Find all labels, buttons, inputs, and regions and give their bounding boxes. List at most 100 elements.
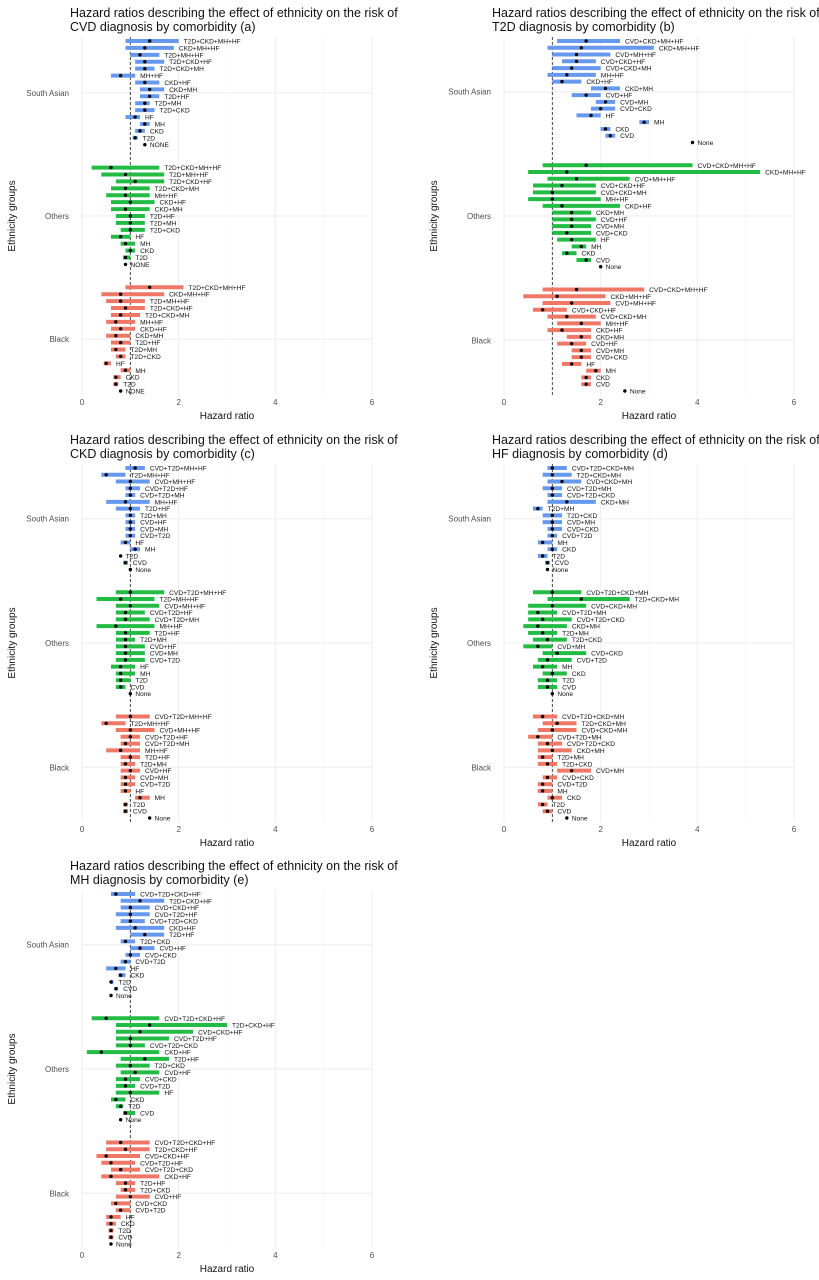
hr-point <box>118 973 123 977</box>
hr-point <box>123 1077 128 1081</box>
hr-point <box>123 631 128 635</box>
row-label: None <box>155 816 171 823</box>
y-tick-label: Others <box>45 639 69 648</box>
row-label: CVD+MH+HF <box>615 52 656 59</box>
hr-point <box>128 506 133 511</box>
row-label: CVD+CKD+HF <box>155 905 199 912</box>
hr-point <box>147 285 152 290</box>
row-label: T2D <box>133 802 146 809</box>
row-label: CVD+T2D <box>135 1208 165 1215</box>
row-label: CKD <box>150 128 164 135</box>
hr-point <box>109 1215 113 1219</box>
row-label: MH <box>606 368 616 375</box>
row-label: MH+HF <box>155 193 178 200</box>
row-label: CVD+T2D+MH+HF <box>150 466 207 473</box>
row-label: HF <box>606 113 615 120</box>
row-label: CKD+HF <box>596 328 623 335</box>
row-label: CKD+MH <box>572 624 600 631</box>
hr-point <box>114 966 118 971</box>
x-tick-label: 4 <box>273 1251 278 1260</box>
row-label: CVD+T2D+CKD <box>567 741 615 748</box>
hr-point <box>550 520 555 524</box>
row-label: CVD+T2D <box>140 533 170 540</box>
hr-point <box>118 554 123 558</box>
hr-point <box>123 172 128 177</box>
chart-panel-hf: Hazard ratios describing the effect of e… <box>422 427 819 852</box>
row-label: CVD+T2D+HF <box>150 610 193 617</box>
row-label: CVD+MH <box>596 768 624 775</box>
x-tick-label: 6 <box>370 825 375 834</box>
y-tick-label: Black <box>471 336 492 345</box>
hr-point <box>579 244 584 249</box>
row-label: CVD+CKD <box>596 230 628 237</box>
row-label: CVD+T2D+HF <box>140 1160 183 1167</box>
hr-point <box>123 775 128 780</box>
y-tick-label: Black <box>49 1189 70 1198</box>
hr-point <box>128 728 133 732</box>
hr-point <box>589 113 593 118</box>
hr-point <box>540 631 545 635</box>
row-label: T2D <box>553 553 566 560</box>
row-label: T2D+HF <box>155 630 180 637</box>
x-tick-label: 2 <box>598 398 603 407</box>
hr-point <box>133 466 137 470</box>
chart-title-line: Hazard ratios describing the effect of e… <box>70 6 398 20</box>
row-label: CVD+T2D <box>557 782 587 789</box>
x-tick-label: 4 <box>695 398 700 407</box>
hr-point <box>114 987 118 991</box>
forest-plot: T2D+CKD+MH+HFCKD+MH+HFT2D+MH+HFT2D+CKD+H… <box>7 37 375 422</box>
hr-point <box>550 486 555 490</box>
hr-point <box>123 658 128 662</box>
row-label: CVD+CKD+HF <box>145 1154 189 1161</box>
hr-point <box>128 768 133 773</box>
hr-point <box>109 980 113 984</box>
row-label: T2D+HF <box>145 755 170 762</box>
hr-point <box>560 328 564 332</box>
row-label: T2D+HF <box>174 1056 199 1063</box>
hr-point <box>540 540 545 545</box>
hr-point <box>123 644 128 649</box>
hr-point <box>598 265 603 269</box>
row-label: CVD+CKD+MH+HF <box>625 39 683 46</box>
row-label: CVD <box>555 560 569 567</box>
row-label: T2D+CKD <box>160 108 190 115</box>
hr-point <box>128 735 133 739</box>
hr-point <box>574 59 579 63</box>
hr-point <box>128 912 133 916</box>
row-label: CVD+T2D <box>577 657 607 664</box>
row-label: CVD+CKD+MH+HF <box>698 163 756 170</box>
hr-point <box>138 899 142 903</box>
hr-point <box>555 294 559 298</box>
row-label: T2D+MH+HF <box>164 52 203 59</box>
y-axis-title: Ethnicity groups <box>7 607 18 678</box>
y-tick-label: Others <box>45 212 69 221</box>
row-label: CKD+HF <box>164 1174 191 1181</box>
hr-point <box>123 540 128 545</box>
row-label: None <box>135 691 151 698</box>
row-label: T2D+CKD <box>572 637 602 644</box>
row-label: CVD+T2D+MH <box>567 486 612 493</box>
row-label: CKD+HF <box>625 203 652 210</box>
chart-panel-ckd: Hazard ratios describing the effect of e… <box>0 427 400 852</box>
hr-point <box>594 369 598 373</box>
hr-point <box>584 163 588 167</box>
hr-point <box>540 789 545 793</box>
hr-point <box>128 1063 133 1068</box>
hr-point <box>123 1147 128 1151</box>
row-label: MH <box>557 540 567 547</box>
forest-plot: CVD+T2D+CKD+MHT2D+CKD+MHCVD+CKD+MHCVD+T2… <box>429 464 797 849</box>
hr-point <box>109 165 113 170</box>
hr-point <box>118 678 123 682</box>
hr-point <box>123 306 128 310</box>
hr-point <box>128 533 133 538</box>
hr-point <box>118 685 123 689</box>
hr-point <box>133 115 137 119</box>
row-label: None <box>126 1117 142 1124</box>
row-label: HF <box>116 361 125 368</box>
hr-point <box>123 789 128 793</box>
row-label: CVD+T2D <box>562 533 592 540</box>
row-label: T2D <box>118 1228 131 1235</box>
hr-point <box>143 46 147 50</box>
row-label: CVD+CKD <box>591 651 623 658</box>
row-label: T2D+MH <box>155 101 182 108</box>
